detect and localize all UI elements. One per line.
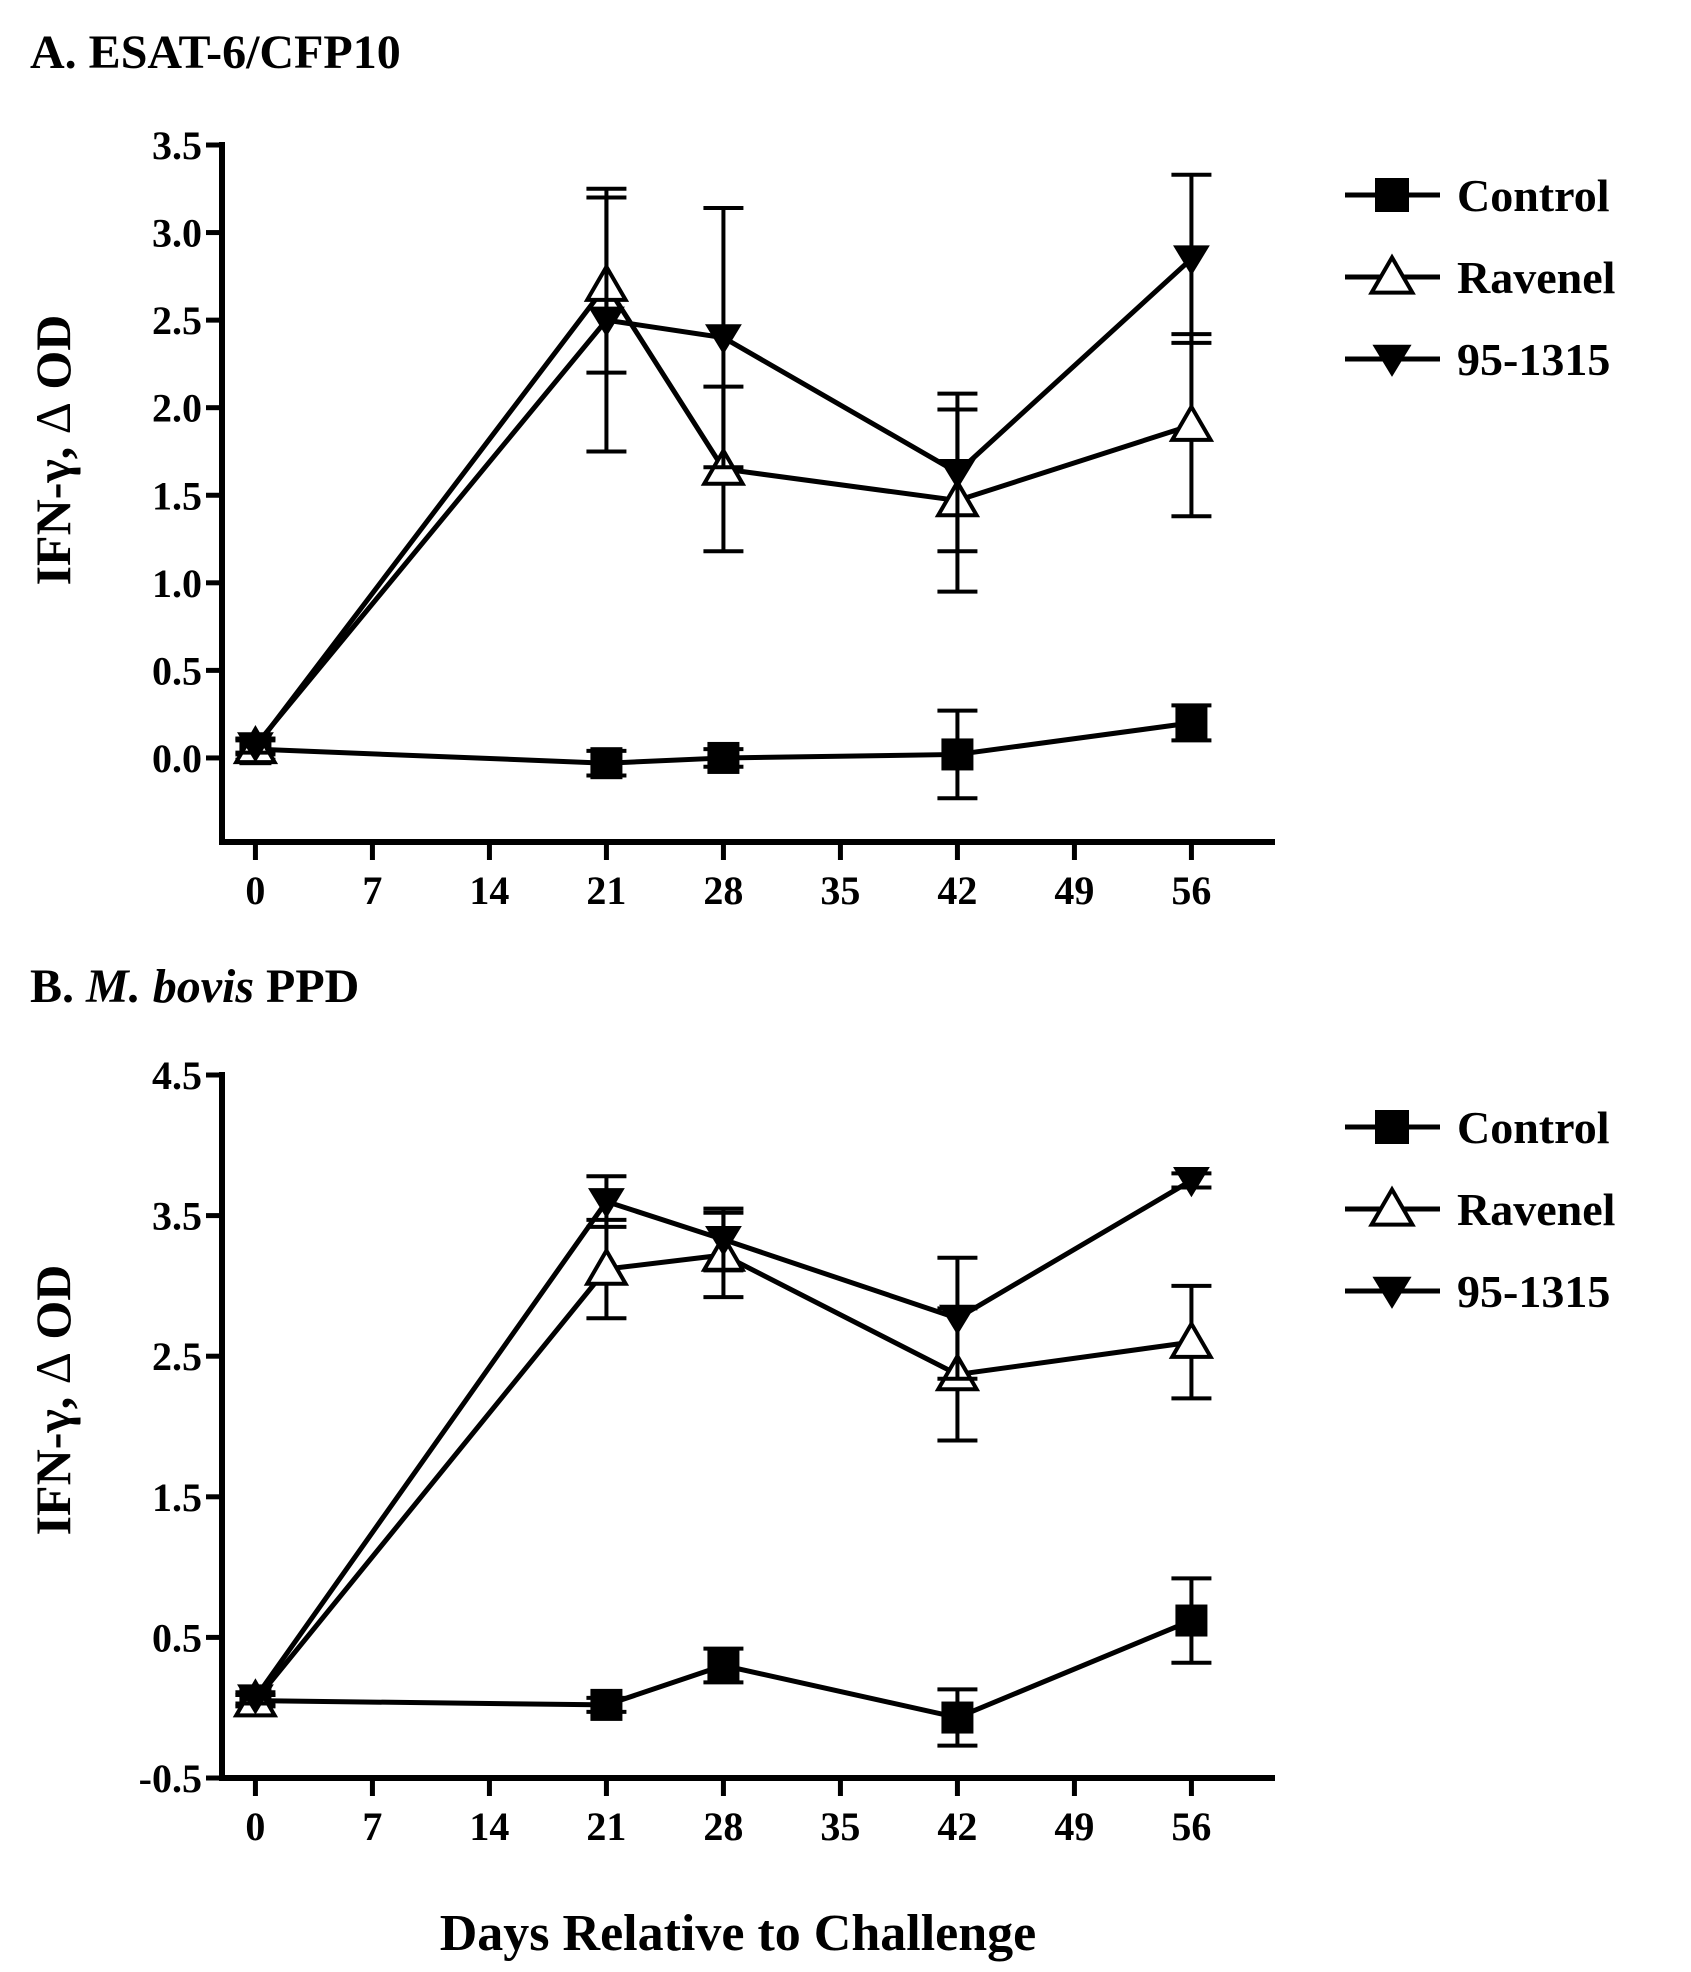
x-tick-label: 42 bbox=[937, 868, 977, 913]
marker-control bbox=[1175, 706, 1208, 739]
legend-marker-95-1315 bbox=[1372, 1276, 1412, 1309]
x-tick-label: 28 bbox=[703, 1804, 743, 1849]
y-tick-label: 2.0 bbox=[152, 386, 202, 431]
x-tick-label: 49 bbox=[1054, 1804, 1094, 1849]
legend-item-control: Control bbox=[1345, 170, 1610, 221]
x-tick-label: 35 bbox=[820, 1804, 860, 1849]
y-tick-label: 2.5 bbox=[152, 1334, 202, 1379]
marker-control bbox=[941, 738, 974, 771]
y-tick-label: 0.0 bbox=[152, 736, 202, 781]
legend-item-ravenel: Ravenel bbox=[1345, 1184, 1615, 1235]
x-tick-label: 35 bbox=[820, 868, 860, 913]
legend-marker-ravenel bbox=[1368, 1185, 1416, 1227]
legend-label: 95-1315 bbox=[1457, 334, 1610, 385]
y-tick-label: 3.0 bbox=[152, 211, 202, 256]
y-tick-label: 1.0 bbox=[152, 561, 202, 606]
y-tick-label: 4.5 bbox=[152, 1053, 202, 1098]
y-tick-label: 1.5 bbox=[152, 1475, 202, 1520]
x-tick-label: 0 bbox=[245, 868, 265, 913]
x-tick-label: 0 bbox=[245, 1804, 265, 1849]
x-tick-label: 28 bbox=[703, 868, 743, 913]
y-tick-label: 3.5 bbox=[152, 1194, 202, 1239]
panel-b-ylabel: IFN-γ, Δ OD bbox=[25, 1265, 81, 1536]
legend-marker-95-1315 bbox=[1372, 344, 1412, 377]
y-tick-label: 0.5 bbox=[152, 648, 202, 693]
panel-b-title: B. M. bovis PPD bbox=[30, 960, 359, 1013]
x-tick-label: 21 bbox=[586, 1804, 626, 1849]
legend-label: 95-1315 bbox=[1457, 1266, 1610, 1317]
series-95-1315 bbox=[235, 172, 1212, 763]
marker-95-1315 bbox=[705, 324, 742, 355]
marker-control bbox=[590, 1688, 623, 1721]
legend-item-ravenel: Ravenel bbox=[1345, 252, 1615, 303]
marker-ravenel bbox=[1168, 402, 1215, 442]
legend-label: Ravenel bbox=[1457, 1184, 1615, 1235]
x-tick-label: 7 bbox=[362, 868, 382, 913]
marker-control bbox=[707, 741, 740, 774]
y-tick-label: 3.5 bbox=[152, 123, 202, 168]
marker-control bbox=[1175, 1604, 1208, 1637]
x-tick-label: 49 bbox=[1054, 868, 1094, 913]
panel-a-ylabel: IFN-γ, Δ OD bbox=[25, 315, 81, 586]
panel-a-chart: 0.0 0.5 1.0 1.5 2.0 2.5 3.0 3.5 0 7 14 21 28 35 42 49 56… bbox=[152, 123, 1615, 913]
x-tick-label: 14 bbox=[469, 1804, 509, 1849]
marker-95-1315 bbox=[705, 1226, 742, 1257]
marker-95-1315 bbox=[237, 1684, 274, 1715]
marker-95-1315 bbox=[1173, 1167, 1210, 1198]
x-tick-label: 56 bbox=[1171, 1804, 1211, 1849]
x-tick-label: 56 bbox=[1171, 868, 1211, 913]
panel-a-title: A. ESAT-6/CFP10 bbox=[30, 26, 401, 79]
y-tick-label: 2.5 bbox=[152, 298, 202, 343]
legend-label: Control bbox=[1457, 1102, 1610, 1153]
legend-marker-control bbox=[1375, 1110, 1409, 1144]
marker-95-1315 bbox=[237, 732, 274, 763]
marker-control bbox=[941, 1701, 974, 1734]
legend-item-control: Control bbox=[1345, 1102, 1610, 1153]
x-tick-label: 14 bbox=[469, 868, 509, 913]
legend-marker-control bbox=[1375, 178, 1409, 212]
legend-label: Control bbox=[1457, 170, 1610, 221]
marker-95-1315 bbox=[1173, 245, 1210, 276]
marker-95-1315 bbox=[939, 459, 976, 490]
x-tick-label: 42 bbox=[937, 1804, 977, 1849]
marker-95-1315 bbox=[939, 1304, 976, 1336]
marker-95-1315 bbox=[588, 1188, 625, 1219]
x-axis-label: Days Relative to Challenge bbox=[440, 1905, 1036, 1962]
legend-marker-ravenel bbox=[1368, 253, 1416, 295]
y-tick-label: -0.5 bbox=[139, 1756, 202, 1801]
legend-item-95-1315: 95-1315 bbox=[1345, 1266, 1610, 1317]
legend-label: Ravenel bbox=[1457, 252, 1615, 303]
marker-control bbox=[707, 1649, 740, 1682]
legend-item-95-1315: 95-1315 bbox=[1345, 334, 1610, 385]
y-tick-label: 1.5 bbox=[152, 473, 202, 518]
panel-b-chart: -0.5 0.5 1.5 2.5 3.5 4.5 0 7 14 21 28 35 42 49 56 Contr… bbox=[139, 1053, 1616, 1849]
x-tick-label: 21 bbox=[586, 868, 626, 913]
x-tick-label: 7 bbox=[362, 1804, 382, 1849]
marker-control bbox=[590, 747, 623, 780]
marker-ravenel bbox=[1168, 1319, 1215, 1359]
series-95-1315 bbox=[235, 1167, 1212, 1715]
marker-ravenel bbox=[583, 1246, 630, 1286]
y-tick-label: 0.5 bbox=[152, 1615, 202, 1660]
marker-95-1315 bbox=[588, 306, 625, 337]
